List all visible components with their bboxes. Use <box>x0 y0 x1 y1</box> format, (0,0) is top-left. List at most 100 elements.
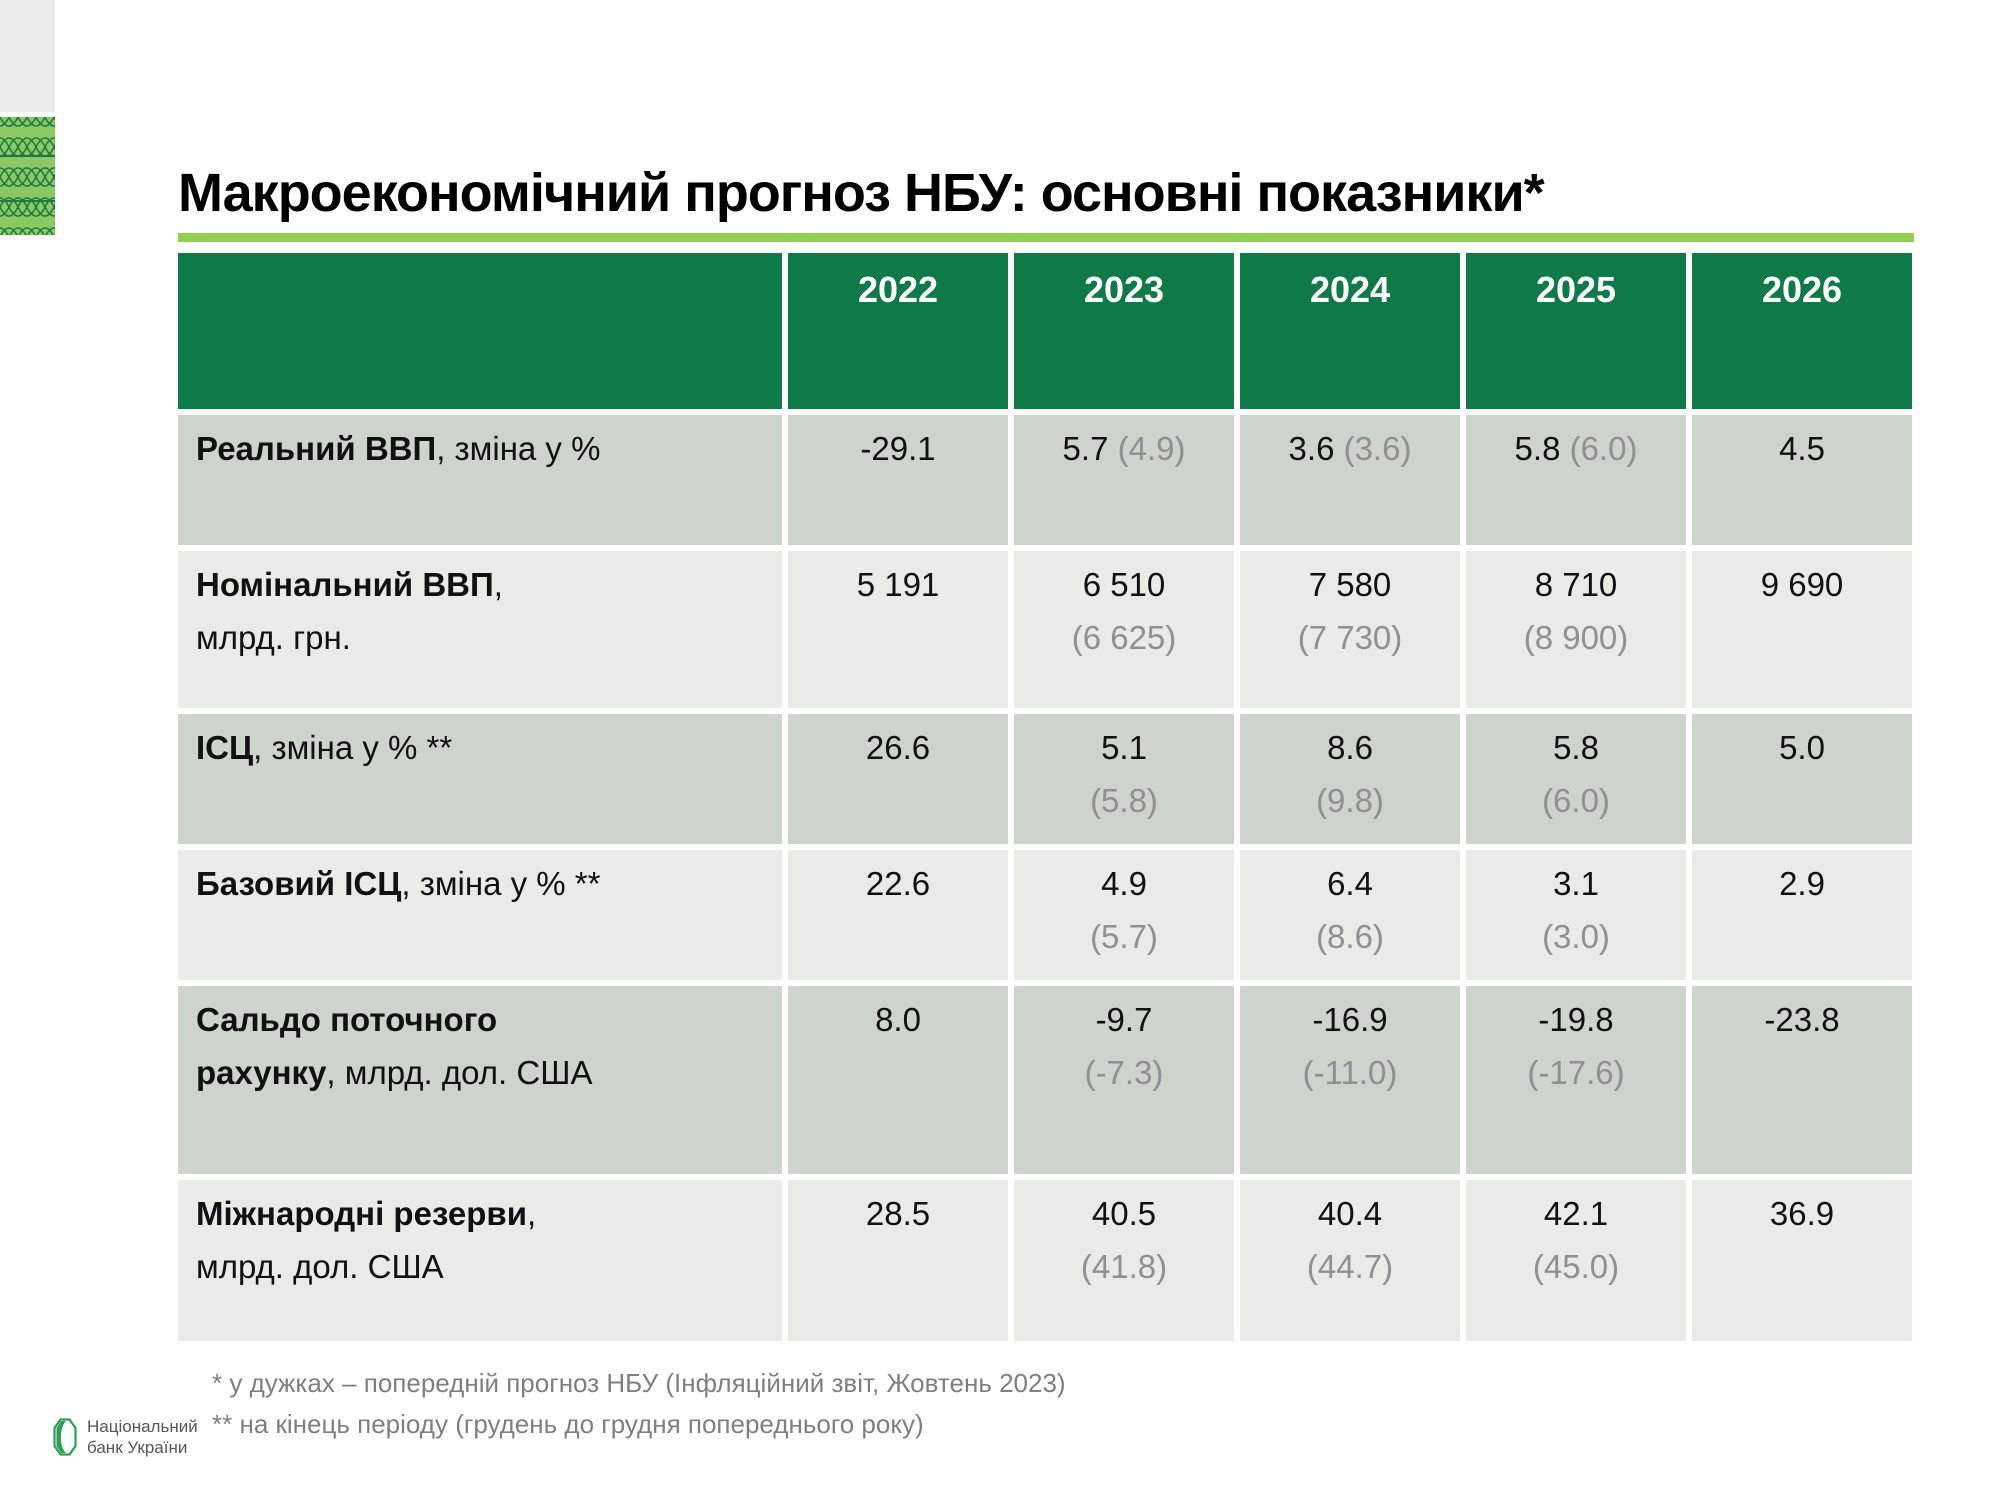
row-label-regular: , зміна у % ** <box>253 729 453 766</box>
value-main: 5.0 <box>1779 729 1825 766</box>
value-cell: 5.7 (4.9) <box>1014 415 1234 545</box>
value-cell: 5.8 (6.0) <box>1466 714 1686 844</box>
value-cell: -19.8 (-17.6) <box>1466 986 1686 1174</box>
row-label-bold: ІСЦ <box>196 729 254 766</box>
footnote-1: * у дужках – попередній прогноз НБУ (Інф… <box>212 1368 1066 1398</box>
value-cell: 8 710 (8 900) <box>1466 551 1686 708</box>
value-previous-forecast: (-7.3) <box>1084 1053 1164 1091</box>
row-label-regular: , млрд. дол. США <box>326 1053 593 1091</box>
value-main: 5.8 <box>1514 430 1561 467</box>
value-previous-forecast: (45.0) <box>1532 1247 1620 1285</box>
row-label: Міжнародні резерви, млрд. дол. США <box>178 1180 782 1341</box>
value-main: 26.6 <box>865 729 931 766</box>
logo-text-line1: Національний <box>87 1417 198 1436</box>
footnote-2: ** на кінець періоду (грудень до грудня … <box>212 1409 924 1439</box>
value-main: 5.1 <box>1101 729 1147 766</box>
year-header-2022: 2022 <box>788 253 1008 409</box>
value-main: -29.1 <box>860 430 936 467</box>
year-header-2026: 2026 <box>1692 253 1912 409</box>
value-cell: 8.0 <box>788 986 1008 1174</box>
value-cell: 40.4 (44.7) <box>1240 1180 1460 1341</box>
value-cell: -16.9 (-11.0) <box>1240 986 1460 1174</box>
row-label: Базовий ІСЦ, зміна у % ** <box>178 850 782 980</box>
value-cell: 8.6 (9.8) <box>1240 714 1460 844</box>
value-main: 5.8 <box>1553 729 1599 766</box>
value-main: 28.5 <box>865 1195 931 1232</box>
value-main: 40.5 <box>1091 1195 1157 1232</box>
value-main: 8.6 <box>1327 729 1373 766</box>
table-row: Базовий ІСЦ, зміна у % ** 22.6 4.9 (5.7) 6.4… <box>178 850 1912 980</box>
table-row: Міжнародні резерви, млрд. дол. США 28.5 40.… <box>178 1180 1912 1341</box>
value-main: 3.6 <box>1288 430 1335 467</box>
row-label-regular: млрд. дол. США <box>196 1247 444 1285</box>
row-label-regular: , зміна у % <box>436 430 601 467</box>
value-cell: 5 191 <box>788 551 1008 708</box>
value-cell: 3.6 (3.6) <box>1240 415 1460 545</box>
value-previous-forecast: (4.9) <box>1117 430 1186 467</box>
value-main: 3.1 <box>1553 865 1599 902</box>
value-previous-forecast: (7 730) <box>1297 618 1403 656</box>
value-cell: 4.9 (5.7) <box>1014 850 1234 980</box>
value-previous-forecast: (44.7) <box>1306 1247 1394 1285</box>
nbu-logo: Національний банк України <box>53 1416 198 1459</box>
value-main: -19.8 <box>1538 1001 1614 1038</box>
value-previous-forecast: (6.0) <box>1569 430 1638 467</box>
row-label-bold: Реальний ВВП <box>196 430 437 467</box>
title-underline <box>178 233 1914 242</box>
value-main: 5 191 <box>856 566 940 603</box>
value-previous-forecast: (6.0) <box>1542 781 1610 819</box>
table-row: Реальний ВВП, зміна у % -29.1 5.7 (4.9) 3.6… <box>178 415 1912 545</box>
value-cell: 7 580 (7 730) <box>1240 551 1460 708</box>
value-previous-forecast: (5.7) <box>1090 917 1158 955</box>
value-previous-forecast: (8 900) <box>1523 618 1629 656</box>
value-cell: 3.1 (3.0) <box>1466 850 1686 980</box>
row-label: Реальний ВВП, зміна у % <box>178 415 782 545</box>
page-title: Макроекономічний прогноз НБУ: основні по… <box>178 163 1545 223</box>
value-main: 22.6 <box>865 865 931 902</box>
value-main: 6.4 <box>1327 865 1373 902</box>
value-cell: 2.9 <box>1692 850 1912 980</box>
value-cell: -29.1 <box>788 415 1008 545</box>
value-cell: 4.5 <box>1692 415 1912 545</box>
row-label-regular: , <box>527 1195 537 1232</box>
value-cell: 42.1 (45.0) <box>1466 1180 1686 1341</box>
value-previous-forecast: (6 625) <box>1071 618 1177 656</box>
value-cell: 36.9 <box>1692 1180 1912 1341</box>
table-corner-cell <box>178 253 782 409</box>
value-cell: 40.5 (41.8) <box>1014 1180 1234 1341</box>
value-cell: 28.5 <box>788 1180 1008 1341</box>
value-previous-forecast: (8.6) <box>1316 917 1384 955</box>
value-cell: 6 510 (6 625) <box>1014 551 1234 708</box>
value-main: -16.9 <box>1312 1001 1388 1038</box>
row-label-bold: рахунку <box>196 1053 327 1091</box>
table-row: Номінальний ВВП, млрд. грн. 5 191 6 510 (6 6… <box>178 551 1912 708</box>
value-previous-forecast: (41.8) <box>1080 1247 1168 1285</box>
year-header-2025: 2025 <box>1466 253 1686 409</box>
row-label: ІСЦ, зміна у % ** <box>178 714 782 844</box>
value-main: 36.9 <box>1769 1195 1835 1232</box>
row-label: Номінальний ВВП, млрд. грн. <box>178 551 782 708</box>
row-label-bold: Базовий ІСЦ <box>196 865 402 902</box>
value-cell: 5.8 (6.0) <box>1466 415 1686 545</box>
value-previous-forecast: (5.8) <box>1090 781 1158 819</box>
row-label-regular: , зміна у % ** <box>401 865 601 902</box>
green-lattice-icon <box>0 117 55 235</box>
value-main: 6 510 <box>1082 566 1166 603</box>
value-cell: -23.8 <box>1692 986 1912 1174</box>
nbu-logo-text: Національний банк України <box>87 1416 198 1459</box>
row-label-regular: млрд. грн. <box>196 618 351 656</box>
year-header-2023: 2023 <box>1014 253 1234 409</box>
value-main: 5.7 <box>1062 430 1109 467</box>
value-cell: 5.1 (5.8) <box>1014 714 1234 844</box>
value-cell: 9 690 <box>1692 551 1912 708</box>
row-label-bold: Номінальний ВВП <box>196 566 494 603</box>
value-main: 7 580 <box>1308 566 1392 603</box>
value-previous-forecast: (9.8) <box>1316 781 1384 819</box>
value-main: -23.8 <box>1764 1001 1840 1038</box>
row-label-bold: Міжнародні резерви <box>196 1195 527 1232</box>
value-main: 8 710 <box>1534 566 1618 603</box>
corner-gray-block <box>0 0 55 112</box>
value-main: 8.0 <box>875 1001 921 1038</box>
table-row: Сальдо поточного рахунку, млрд. дол. США 8… <box>178 986 1912 1174</box>
value-previous-forecast: (3.0) <box>1542 917 1610 955</box>
